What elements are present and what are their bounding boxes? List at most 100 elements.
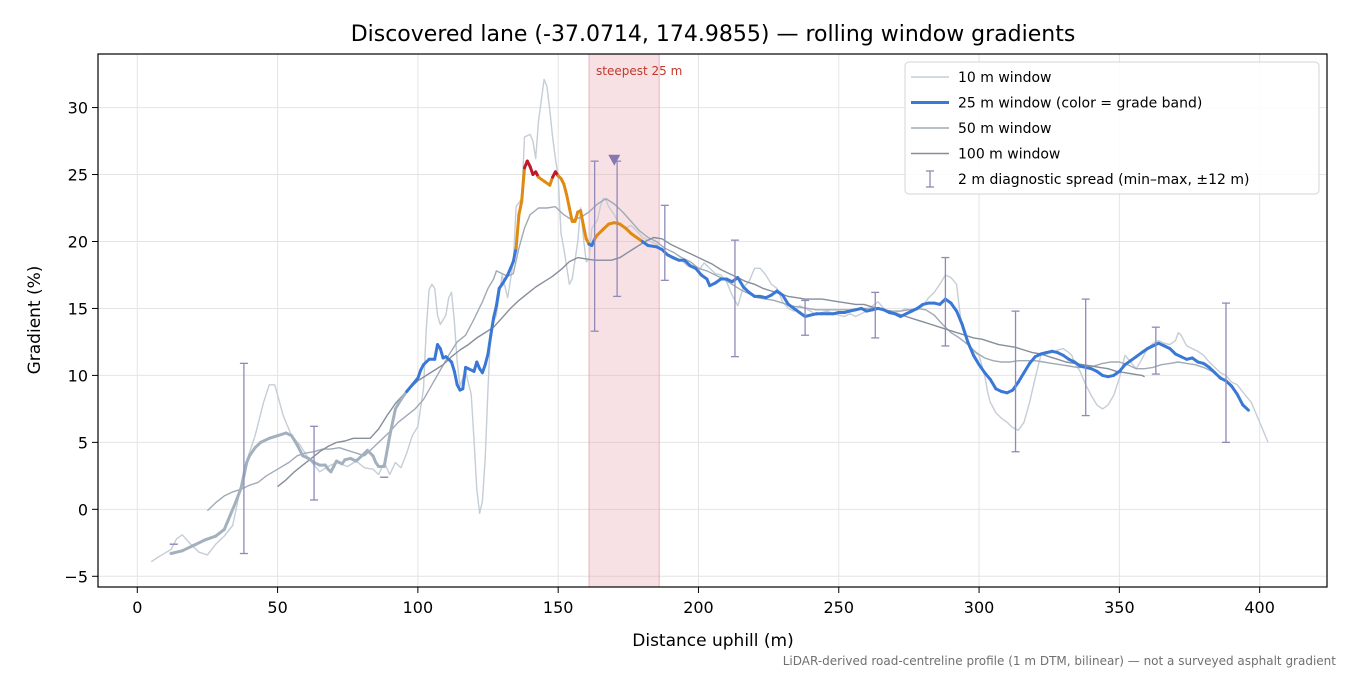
series-line-25m-segment	[1235, 392, 1245, 407]
x-tick-label: 150	[543, 598, 574, 617]
error-bar	[1151, 326, 1160, 375]
x-axis-label: Distance uphill (m)	[632, 631, 793, 651]
y-tick-label: −5	[64, 567, 88, 586]
x-tick-label: 300	[964, 598, 995, 617]
legend-label: 10 m window	[958, 70, 1051, 86]
y-tick-label: 15	[68, 299, 88, 318]
series-line-25m-segment	[506, 260, 515, 277]
steepest-window-band	[588, 53, 660, 588]
series-line-25m-segment	[500, 273, 510, 286]
error-bar	[239, 362, 248, 555]
series-line-25m-segment	[960, 323, 970, 344]
series-line-25m-segment	[520, 166, 526, 203]
series-line-50m	[206, 197, 1233, 512]
y-tick-label: 0	[78, 500, 88, 519]
series-line-25m-segment	[228, 501, 237, 518]
legend-label: 2 m diagnostic spread (min–max, ±12 m)	[958, 172, 1249, 188]
y-tick-label: 25	[68, 166, 88, 185]
series-line-25m-segment	[382, 434, 392, 468]
series-line-25m-segment	[191, 538, 207, 547]
steepest-marker-triangle	[608, 154, 621, 166]
footnote: LiDAR-derived road-centreline profile (1…	[783, 654, 1337, 668]
series-line-25m-segment	[399, 390, 409, 401]
series-line-25m-segment	[259, 436, 271, 444]
series-line-25m-segment	[388, 407, 397, 438]
error-bar	[1011, 310, 1020, 453]
series-line-25m-segment	[483, 352, 490, 367]
x-tick-label: 50	[267, 598, 287, 617]
series-line-25m-segment	[988, 377, 998, 391]
legend-label: 100 m window	[958, 147, 1060, 163]
series-line-25m-segment	[562, 182, 569, 197]
series-line-25m-segment	[290, 434, 299, 447]
series-line-25m-segment	[573, 210, 580, 223]
series-line-25m-segment	[1230, 384, 1239, 396]
series-line-25m-segment	[517, 199, 524, 217]
series-line-25m-segment	[450, 360, 456, 373]
x-tick-label: 100	[403, 598, 434, 617]
legend-label: 25 m window (color = grade band)	[958, 96, 1202, 112]
x-tick-label: 250	[823, 598, 854, 617]
series-line-25m-segment	[452, 369, 459, 387]
series-line-25m-segment	[511, 246, 518, 264]
axis-ticks: 0 50 100 150 200 250 300 350 400 −5 0 5 10 15 20 25 30	[64, 99, 1275, 617]
series-line-25m-segment	[234, 486, 243, 505]
y-tick-label: 5	[78, 433, 88, 452]
series-line-25m-segment	[214, 527, 226, 538]
error-bar	[310, 425, 319, 501]
error-bar	[1081, 298, 1090, 417]
steepest-highlight	[588, 53, 660, 588]
series-line-25m-segment	[565, 193, 571, 210]
series-line-25m-segment	[1016, 371, 1026, 384]
error-bar	[871, 291, 880, 339]
series-line-100m	[277, 236, 1145, 488]
error-bar	[590, 160, 599, 332]
series-line-25m-segment	[222, 514, 232, 531]
series-line-25m-segment	[955, 309, 964, 326]
x-tick-label: 350	[1104, 598, 1135, 617]
legend-entry: 2 m diagnostic spread (min–max, ±12 m)	[926, 170, 1249, 188]
series-line-25m-segment	[203, 534, 218, 542]
error-bar	[1221, 302, 1230, 444]
error-bars	[169, 154, 1230, 555]
series-line-25m-segment	[489, 316, 496, 337]
legend-entry: 25 m window (color = grade band)	[911, 96, 1202, 112]
x-tick-label: 200	[683, 598, 714, 617]
series-line-25m-segment	[494, 286, 501, 308]
chart-title: Discovered lane (-37.0714, 174.9855) — r…	[351, 22, 1076, 47]
legend-entry: 10 m window	[911, 70, 1051, 86]
series-line-25m-segment	[486, 333, 493, 356]
y-tick-label: 10	[68, 366, 88, 385]
series-line-25m-segment	[1022, 361, 1032, 375]
series-line-25m-segment	[977, 363, 987, 375]
legend-entry: 100 m window	[911, 147, 1060, 163]
series-line-25m-segment	[180, 544, 195, 553]
series-line-25m-segment	[438, 347, 445, 360]
series-line-25m-segment	[169, 549, 184, 555]
series-line-25m-segment	[433, 343, 439, 361]
legend-entry: 50 m window	[911, 121, 1051, 137]
legend-box	[904, 61, 1320, 195]
x-tick-label: 0	[132, 598, 142, 617]
series-line-25m-segment	[461, 365, 468, 391]
series-line-25m-segment	[736, 276, 745, 289]
series-line-25m-segment	[393, 398, 403, 411]
series-line-25m-segment	[966, 340, 975, 357]
series-line-25m-segment	[492, 304, 498, 320]
series-line-25m-segment	[248, 446, 257, 458]
y-tick-label: 30	[68, 99, 88, 118]
series-line-25m-segment	[581, 223, 588, 241]
series-line-25m-segment	[949, 301, 959, 313]
error-bar	[660, 204, 669, 281]
series-line-25m-segment	[567, 206, 574, 223]
series-line-25m-segment	[781, 293, 790, 306]
error-bar	[941, 256, 950, 347]
plot-frame	[97, 53, 1328, 588]
x-tick-label: 400	[1244, 598, 1275, 617]
legend: 10 m window 25 m window (color = grade ba…	[904, 61, 1320, 195]
legend-label: 50 m window	[958, 121, 1051, 137]
y-tick-label: 20	[68, 232, 88, 251]
highlight-label: steepest 25 m	[596, 64, 682, 78]
series-line-25m-segment	[1241, 403, 1250, 412]
